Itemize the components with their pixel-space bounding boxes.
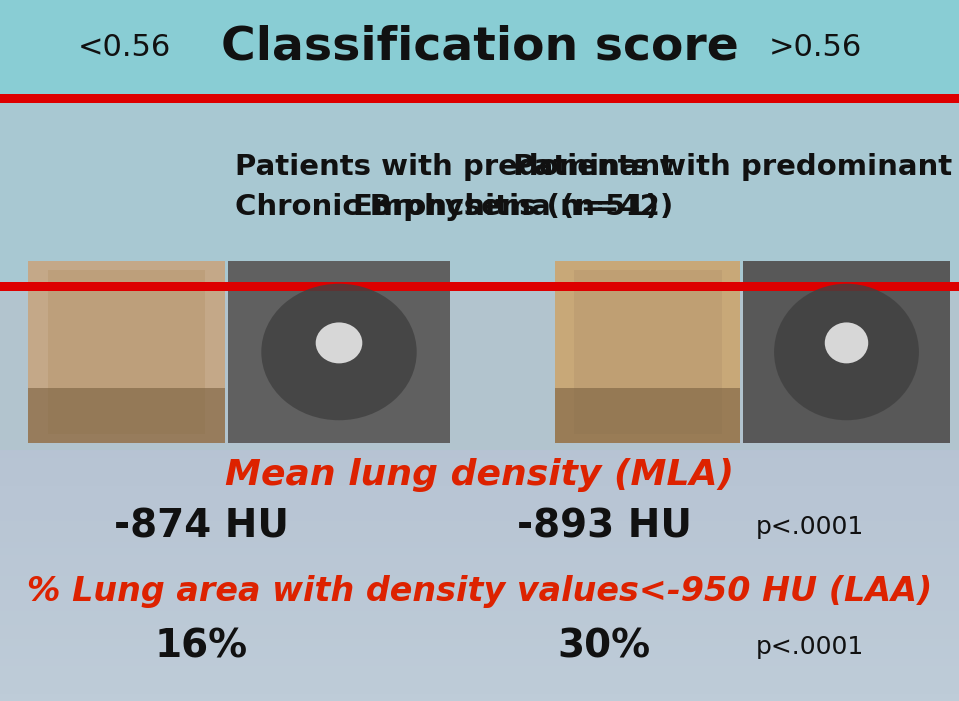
- Bar: [0, 638, 959, 646]
- Text: Chronic Bronchitis (n=51): Chronic Bronchitis (n=51): [235, 193, 659, 221]
- Bar: [0, 444, 959, 451]
- Bar: [0, 94, 959, 103]
- Bar: [28, 261, 225, 443]
- Bar: [0, 416, 959, 423]
- Text: p<.0001: p<.0001: [757, 515, 864, 539]
- Text: -893 HU: -893 HU: [517, 508, 691, 546]
- Bar: [0, 285, 959, 450]
- Bar: [555, 388, 740, 443]
- Bar: [0, 603, 959, 611]
- Bar: [0, 360, 959, 368]
- Bar: [0, 284, 959, 292]
- Bar: [0, 319, 959, 327]
- Bar: [0, 388, 959, 396]
- Bar: [0, 499, 959, 507]
- Bar: [0, 367, 959, 375]
- Bar: [0, 519, 959, 528]
- Ellipse shape: [261, 284, 417, 421]
- Bar: [0, 312, 959, 320]
- Bar: [0, 554, 959, 562]
- Bar: [0, 569, 959, 576]
- Text: Mean lung density (MLA): Mean lung density (MLA): [225, 458, 734, 492]
- Bar: [0, 693, 959, 701]
- Bar: [0, 617, 959, 625]
- Text: p<.0001: p<.0001: [757, 635, 864, 659]
- Bar: [228, 261, 450, 443]
- Bar: [0, 464, 959, 472]
- Bar: [0, 282, 959, 291]
- Bar: [0, 686, 959, 694]
- Text: % Lung area with density values<-950 HU (LAA): % Lung area with density values<-950 HU …: [27, 576, 932, 608]
- Text: 16%: 16%: [154, 628, 248, 666]
- Bar: [0, 547, 959, 555]
- Bar: [0, 478, 959, 486]
- Bar: [0, 644, 959, 653]
- Bar: [0, 651, 959, 660]
- Bar: [0, 506, 959, 514]
- Bar: [573, 270, 721, 434]
- Bar: [0, 665, 959, 673]
- Bar: [0, 540, 959, 548]
- Bar: [0, 305, 959, 313]
- Bar: [0, 381, 959, 389]
- Bar: [0, 679, 959, 687]
- Ellipse shape: [316, 322, 363, 363]
- Bar: [0, 610, 959, 618]
- Bar: [0, 374, 959, 382]
- Bar: [0, 437, 959, 444]
- Bar: [0, 395, 959, 403]
- Text: >0.56: >0.56: [768, 32, 862, 62]
- Bar: [0, 0, 959, 94]
- Bar: [0, 533, 959, 542]
- Ellipse shape: [774, 284, 919, 421]
- Bar: [0, 96, 959, 282]
- Text: Classification score: Classification score: [221, 25, 738, 69]
- Bar: [0, 332, 959, 341]
- Bar: [0, 325, 959, 334]
- Bar: [0, 423, 959, 430]
- Bar: [0, 492, 959, 500]
- Text: Patients with predominant: Patients with predominant: [513, 153, 952, 181]
- Bar: [0, 451, 959, 458]
- Text: -874 HU: -874 HU: [114, 508, 289, 546]
- Text: <0.56: <0.56: [78, 32, 172, 62]
- Bar: [48, 270, 205, 434]
- Bar: [0, 562, 959, 569]
- Bar: [0, 409, 959, 416]
- Bar: [0, 353, 959, 361]
- Bar: [0, 596, 959, 604]
- Bar: [0, 471, 959, 479]
- Bar: [0, 582, 959, 590]
- Bar: [28, 388, 225, 443]
- Bar: [0, 291, 959, 299]
- Bar: [0, 631, 959, 639]
- Bar: [0, 457, 959, 465]
- Bar: [0, 513, 959, 521]
- Bar: [0, 624, 959, 632]
- Bar: [0, 298, 959, 306]
- Bar: [743, 261, 950, 443]
- Bar: [0, 430, 959, 437]
- Bar: [555, 261, 740, 443]
- Bar: [0, 346, 959, 354]
- Bar: [0, 589, 959, 597]
- Text: Emphysema (n=42): Emphysema (n=42): [353, 193, 673, 221]
- Bar: [0, 672, 959, 680]
- Text: 30%: 30%: [557, 628, 651, 666]
- Text: Patients with predominant: Patients with predominant: [235, 153, 674, 181]
- Ellipse shape: [825, 322, 868, 363]
- Bar: [0, 526, 959, 535]
- Bar: [0, 576, 959, 583]
- Bar: [0, 339, 959, 348]
- Bar: [0, 485, 959, 493]
- Bar: [0, 402, 959, 410]
- Bar: [0, 658, 959, 667]
